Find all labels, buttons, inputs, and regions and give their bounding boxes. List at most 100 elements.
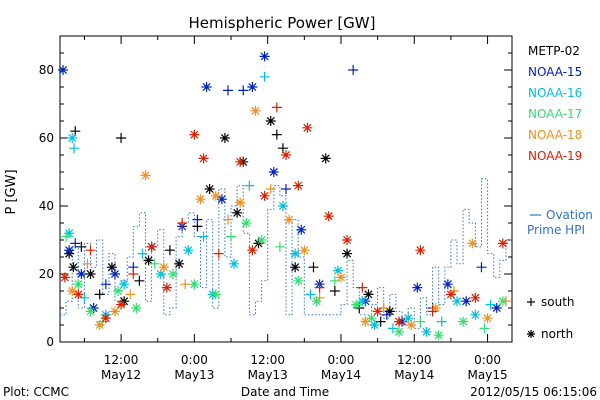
x-axis-label: Date and Time [241, 385, 329, 399]
star-marker [302, 122, 313, 133]
star-marker [268, 167, 279, 177]
star-marker [109, 306, 120, 317]
star-marker [363, 289, 374, 300]
plus-marker [128, 269, 139, 279]
ovation-legend-label: Ovation [546, 208, 593, 222]
star-marker [259, 190, 270, 201]
legend-series-label: NOAA-17 [528, 107, 582, 121]
plus-marker [222, 214, 233, 225]
plus-marker [427, 306, 438, 317]
plus-marker [415, 316, 426, 327]
series-noaa-19 [59, 102, 508, 327]
star-marker [442, 279, 453, 290]
star-marker [265, 116, 276, 126]
star-marker [116, 299, 127, 310]
legend-series-label: NOAA-16 [528, 86, 582, 100]
star-marker [109, 269, 120, 279]
star-marker [433, 330, 444, 341]
star-marker [73, 279, 84, 290]
y-tick-label: 40 [39, 199, 54, 213]
star-marker [415, 245, 426, 256]
marker-legend-label: north [541, 327, 573, 341]
star-marker [94, 320, 105, 330]
star-marker [277, 201, 288, 211]
plus-marker [259, 71, 270, 82]
star-marker [421, 326, 432, 337]
plus-marker [314, 292, 325, 303]
star-marker [357, 296, 368, 307]
star-marker [235, 197, 246, 208]
plus-marker [244, 180, 255, 191]
star-marker [210, 289, 221, 300]
star-marker [146, 241, 157, 252]
legend-series-label: METP-02 [528, 44, 580, 58]
plus-marker [137, 248, 148, 259]
legend-series-label: NOAA-19 [528, 149, 582, 163]
star-marker [140, 170, 151, 181]
y-axis-label: P [GW] [4, 169, 19, 214]
star-marker [497, 238, 508, 249]
star-marker [351, 299, 362, 310]
star-marker [372, 306, 383, 317]
marker-legend-label: south [541, 295, 575, 309]
star-marker [229, 258, 240, 269]
star-marker [406, 320, 417, 330]
plus-marker [271, 129, 282, 140]
star-marker [59, 272, 70, 283]
star-marker [210, 190, 221, 201]
plus-marker [116, 133, 127, 143]
plus-marker [479, 323, 490, 334]
plus-marker [281, 184, 291, 194]
star-marker [247, 245, 258, 256]
star-marker [296, 224, 307, 235]
star-marker [342, 235, 353, 245]
star-marker [259, 51, 270, 62]
x-tick-label-time: 0:00 [474, 353, 501, 367]
star-marker [250, 105, 261, 116]
star-marker [204, 184, 215, 194]
x-tick-label-time: 0:00 [327, 353, 354, 367]
x-tick-label-date: May14 [321, 368, 361, 382]
plus-marker [357, 282, 368, 293]
star-marker [412, 282, 423, 293]
x-tick-label-time: 12:00 [250, 353, 285, 367]
y-tick-label: 0 [46, 335, 54, 349]
star-marker [458, 316, 469, 327]
plus-marker [271, 102, 282, 113]
x-tick-label-date: May13 [174, 368, 214, 382]
star-marker [198, 153, 209, 164]
plus-marker [94, 289, 105, 300]
plot-credit: Plot: CCMC [3, 385, 69, 399]
star-marker [323, 211, 334, 222]
ovation-legend-label-2: Prime HPI [527, 223, 585, 237]
star-marker [232, 207, 243, 218]
plus-marker [265, 184, 276, 194]
plus-marker [226, 231, 237, 242]
star-marker [311, 296, 322, 307]
star-marker [281, 150, 291, 160]
star-marker [430, 303, 441, 313]
star-marker [189, 129, 200, 140]
star-marker [290, 248, 301, 259]
star-marker [290, 262, 301, 273]
star-marker [85, 306, 96, 317]
y-tick-label: 60 [39, 131, 54, 145]
plus-marker [69, 143, 80, 154]
plus-marker [198, 231, 209, 242]
chart-title: Hemispheric Power [GW] [189, 14, 376, 32]
plus-marker [527, 298, 535, 306]
star-marker [299, 245, 310, 256]
plus-marker [238, 85, 249, 96]
star-marker [73, 289, 84, 300]
plus-marker [82, 258, 93, 269]
star-marker [247, 82, 258, 92]
star-marker [360, 316, 371, 327]
star-marker [64, 228, 75, 239]
star-marker [155, 269, 166, 279]
legend-series-label: NOAA-18 [528, 128, 582, 142]
x-tick-label-date: May12 [101, 368, 141, 382]
series-noaa-18 [67, 105, 511, 330]
plus-marker [222, 85, 233, 96]
star-marker [195, 194, 206, 205]
plus-marker [381, 309, 392, 320]
